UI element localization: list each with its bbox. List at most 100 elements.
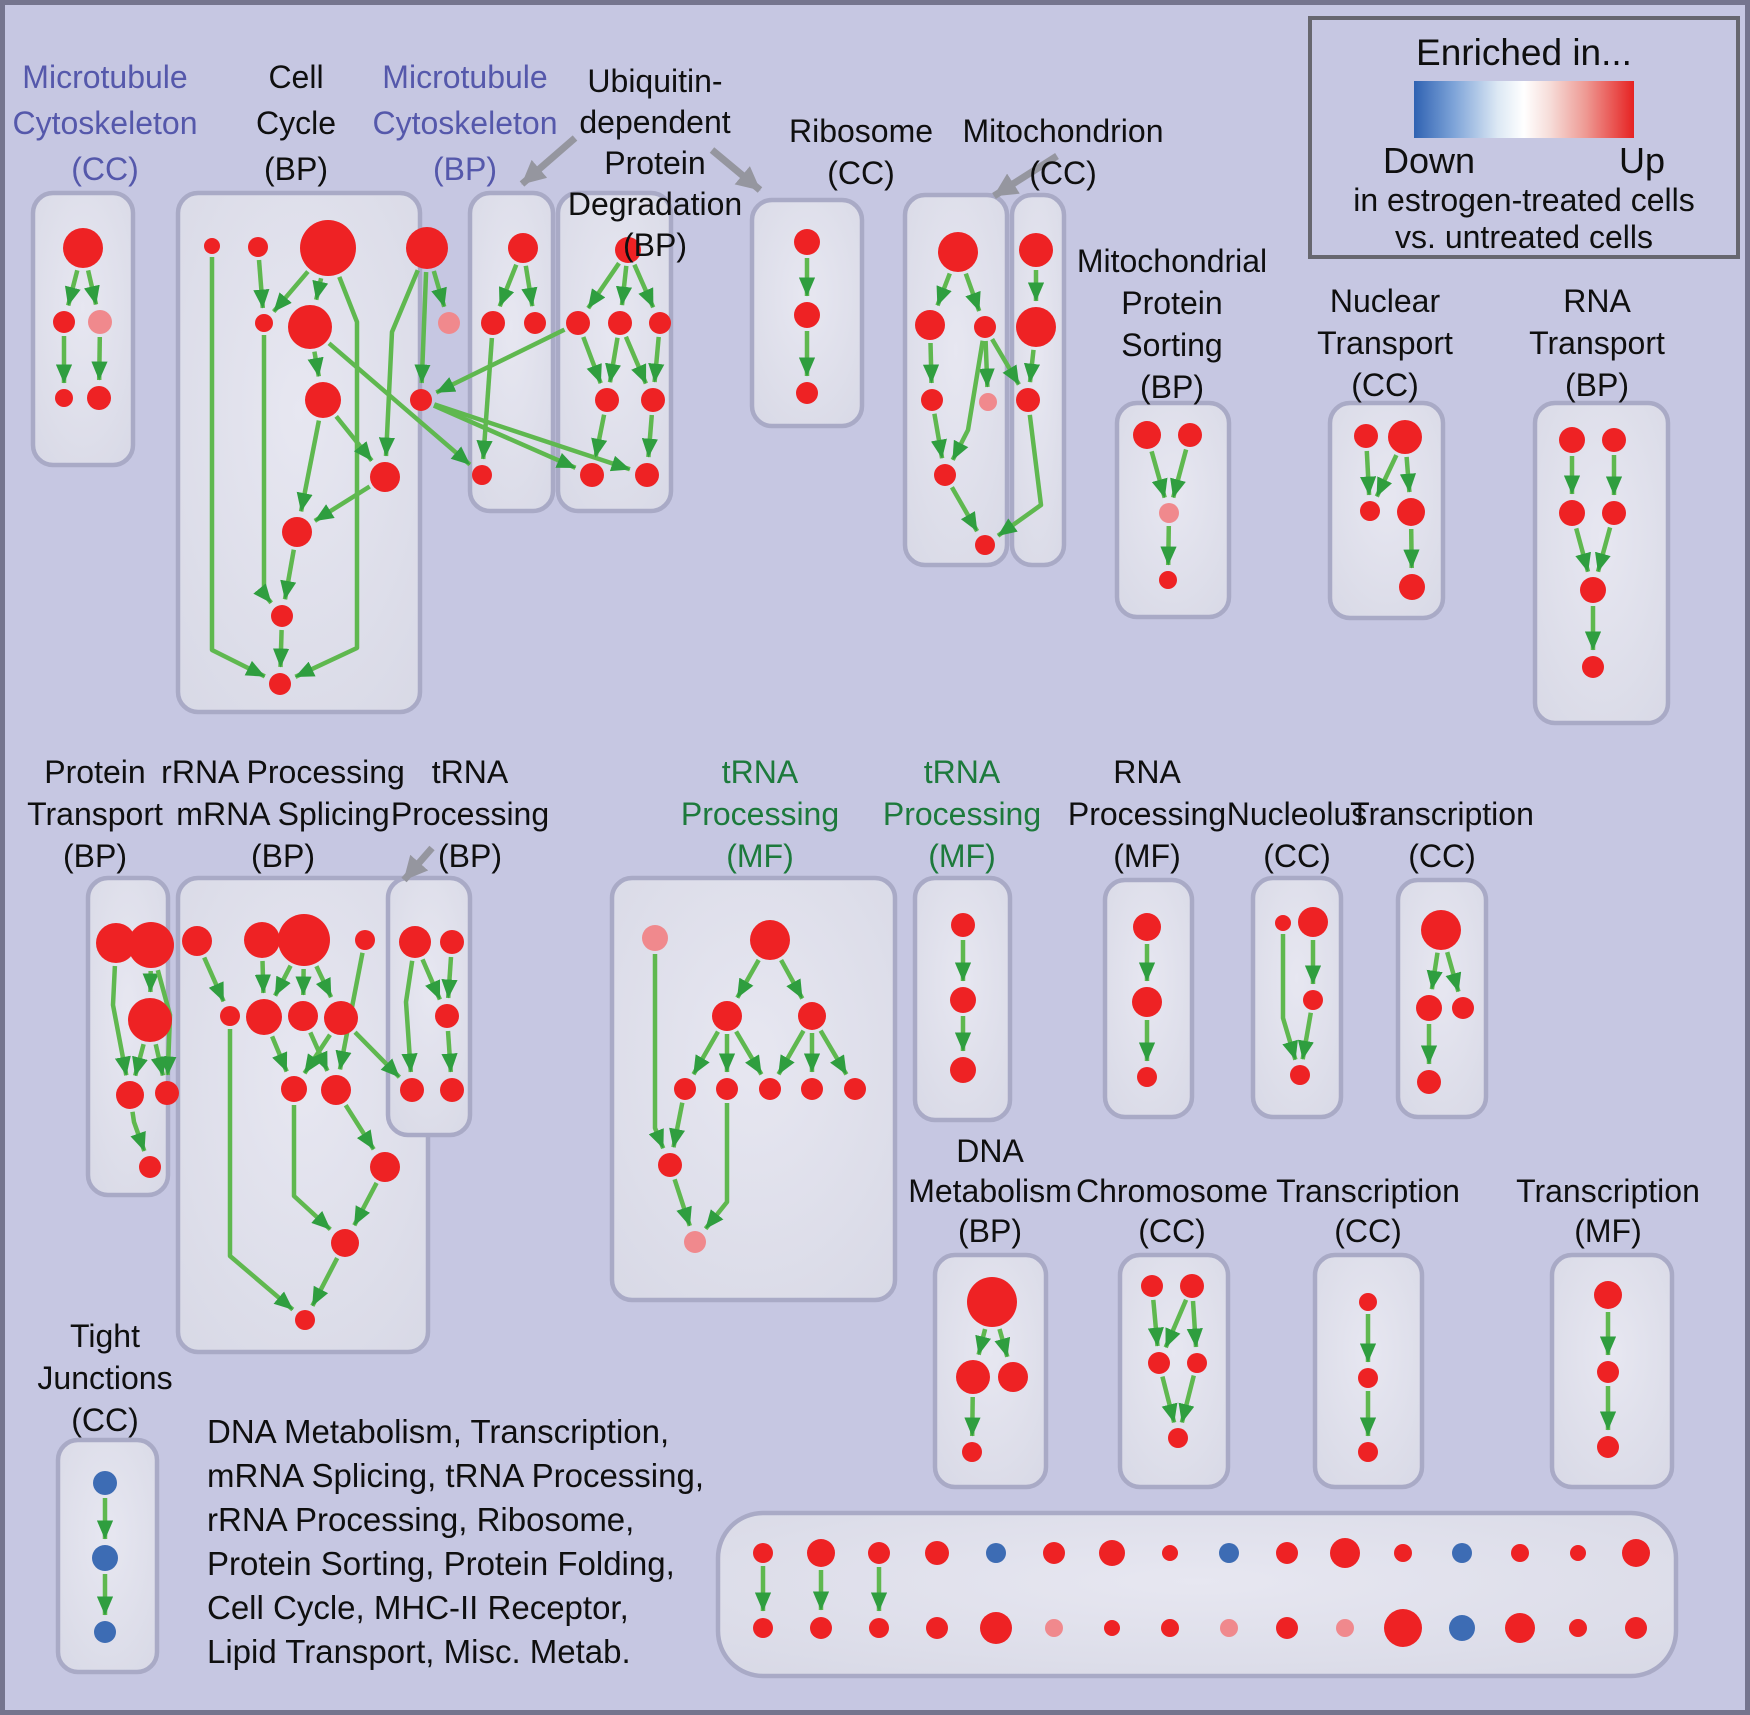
cluster-label-microtubule-cytoskeleton-cc: Cytoskeleton	[13, 105, 198, 141]
edge-arrow	[632, 263, 656, 309]
edge-arrow	[254, 960, 271, 994]
go-term-node-p3	[128, 998, 172, 1042]
edge-arrow	[818, 1029, 849, 1076]
go-term-node-t3	[1559, 500, 1585, 526]
cluster-label-transcription-cc-upper: (CC)	[1408, 838, 1476, 874]
legend-caption-line2: vs. untreated cells	[1395, 219, 1653, 255]
go-term-node-du3	[796, 382, 818, 404]
edge-arrow	[150, 1043, 167, 1077]
edge-arrow	[641, 414, 658, 458]
cluster-label-transcription-mf: Transcription	[1516, 1173, 1700, 1209]
strip-node-top-14	[1511, 1544, 1529, 1562]
cluster-label-chromosome-cc: (CC)	[1138, 1213, 1206, 1249]
go-term-node-k3	[435, 1004, 459, 1028]
go-term-node-d2	[956, 1360, 990, 1394]
go-term-node-w4	[798, 1002, 826, 1030]
edge-arrow	[648, 336, 665, 383]
strip-node-top-2	[807, 1539, 835, 1567]
go-term-node-u3	[608, 311, 632, 335]
cluster-box-misc-strip	[715, 1510, 1679, 1679]
cluster-label-nuclear-transport-cc: Nuclear	[1330, 283, 1441, 319]
edge-arrow	[497, 263, 519, 308]
go-term-node-u4	[649, 312, 671, 334]
go-term-node-s1	[1133, 421, 1161, 449]
strip-node-top-11	[1330, 1538, 1360, 1568]
edge-arrow	[414, 271, 431, 384]
strip-node-bottom-11	[1336, 1619, 1354, 1637]
go-term-node-h2	[1180, 1274, 1204, 1298]
edge-arrow	[1178, 1375, 1196, 1424]
go-term-node-t6	[1582, 656, 1604, 678]
strip-node-top-1	[753, 1543, 773, 1563]
edge-arrow	[308, 1031, 330, 1072]
go-term-node-z3	[1303, 990, 1323, 1010]
go-term-node-w3	[712, 1001, 742, 1031]
cluster-label-mitochondrial-protein-sorting-bp: (BP)	[1140, 369, 1204, 405]
edge-arrow	[253, 335, 273, 605]
go-term-node-n4	[1397, 498, 1425, 526]
edge-arrow	[964, 1396, 981, 1437]
go-term-node-j3	[94, 1621, 116, 1643]
edge-arrow	[132, 1043, 148, 1077]
go-term-node-g2	[1016, 307, 1056, 347]
go-term-node-cc7	[305, 382, 341, 418]
strip-node-bottom-12	[1384, 1609, 1422, 1647]
edge-arrow	[1445, 951, 1462, 993]
edge-arrow	[1149, 450, 1168, 499]
edge-arrow	[327, 341, 472, 467]
go-term-node-cc10	[370, 462, 400, 492]
go-term-node-q8	[324, 1001, 358, 1035]
strip-node-top-15	[1570, 1545, 1586, 1561]
edge-arrow	[930, 413, 947, 459]
strip-node-bottom-10	[1276, 1617, 1298, 1639]
go-term-node-t5	[1580, 577, 1606, 603]
go-term-node-x1	[951, 913, 975, 937]
edge-arrow	[648, 954, 666, 1150]
go-term-node-cc2	[248, 237, 268, 257]
note-line-5: Cell Cycle, MHC-II Receptor,	[207, 1589, 629, 1626]
cluster-label-trna-processing-bp: tRNA	[432, 754, 509, 790]
go-term-node-t4	[1602, 501, 1626, 525]
go-term-node-cc6	[288, 305, 332, 349]
go-term-node-s4	[1159, 571, 1177, 589]
edge-arrow	[1360, 450, 1377, 496]
edge-arrow	[272, 629, 290, 668]
go-term-node-r3	[974, 316, 996, 338]
strip-node-top-3	[868, 1542, 890, 1564]
edge-arrow	[672, 1178, 692, 1227]
strip-node-bottom-7	[1104, 1620, 1120, 1636]
edge-arrow	[669, 1102, 686, 1148]
cluster-label-nuclear-transport-cc: (CC)	[1351, 367, 1419, 403]
go-term-node-cc13	[269, 673, 291, 695]
cluster-label-protein-transport-bp: (BP)	[63, 838, 127, 874]
edge-arrow	[1426, 952, 1443, 990]
edge-arrow	[1280, 934, 1298, 1061]
go-term-node-cc5	[255, 314, 273, 332]
strip-node-top-5	[986, 1543, 1006, 1563]
cluster-box-cell-cycle-bp	[175, 190, 423, 715]
note-line-4: Protein Sorting, Protein Folding,	[207, 1545, 675, 1582]
go-term-node-z1	[1275, 915, 1291, 931]
go-term-node-z4	[1290, 1065, 1310, 1085]
edge-arrow	[990, 337, 1021, 386]
go-term-node-r6	[934, 464, 956, 486]
go-term-node-w8	[801, 1078, 823, 1100]
strip-node-bottom-16	[1625, 1617, 1647, 1639]
strip-node-bottom-9	[1220, 1619, 1238, 1637]
edge-arrow	[1403, 528, 1420, 569]
go-term-node-q9	[281, 1076, 307, 1102]
cluster-label-protein-transport-bp: Transport	[27, 796, 163, 832]
go-term-node-w6	[716, 1078, 738, 1100]
edge-arrow	[1147, 1299, 1164, 1347]
legend-down-label: Down	[1383, 140, 1476, 181]
cluster-label-ubiquitin-dependent-protein-degradation-bp: Degradation	[568, 186, 742, 222]
go-term-node-q10	[321, 1075, 351, 1105]
cluster-label-tight-junctions-cc: Tight	[70, 1318, 140, 1354]
go-term-node-n2	[1388, 420, 1422, 454]
edge-arrow	[334, 414, 374, 463]
go-term-node-u2	[566, 311, 590, 335]
go-term-node-h5	[1168, 1428, 1188, 1448]
cluster-label-cell-cycle-bp: (BP)	[264, 151, 328, 187]
cluster-box-trna-processing-mf-1	[609, 875, 898, 1303]
